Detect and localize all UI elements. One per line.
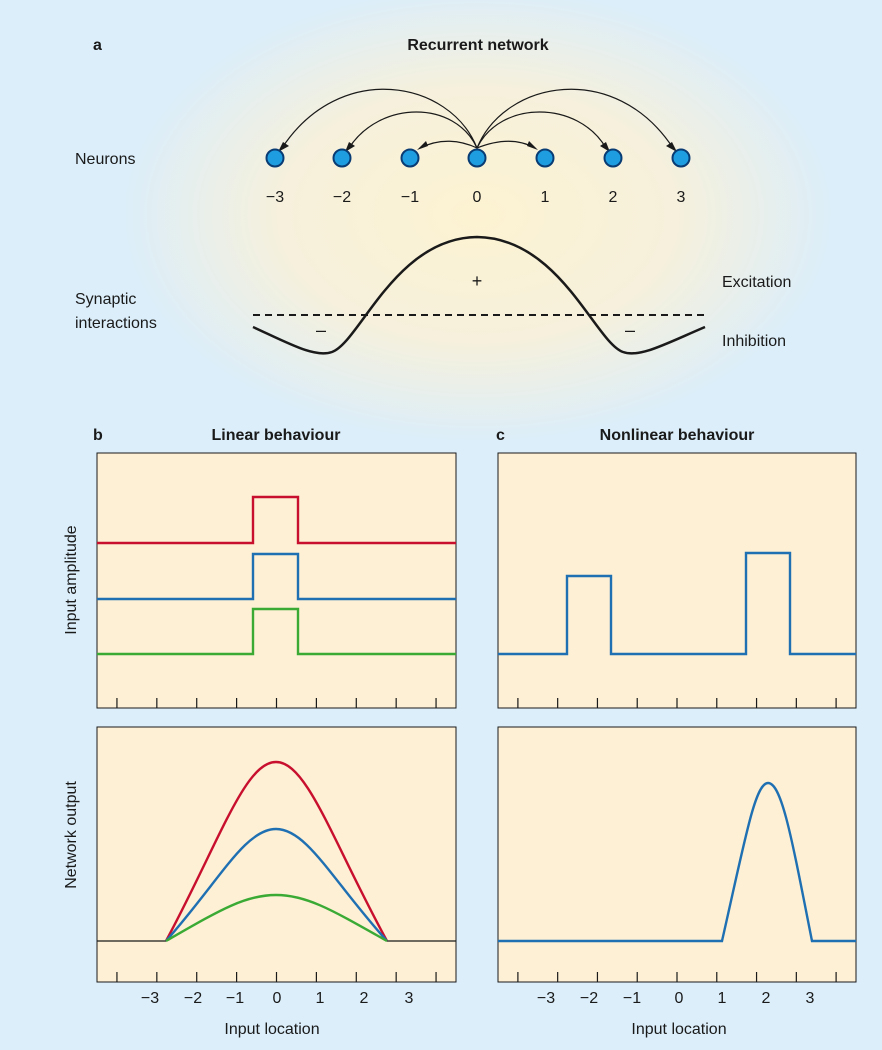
arrowheads bbox=[278, 141, 677, 152]
arrowhead bbox=[600, 142, 610, 152]
synaptic-label-line2: interactions bbox=[75, 315, 157, 332]
panel-c-letter: c bbox=[496, 427, 505, 444]
output-series-red bbox=[164, 760, 389, 942]
panel-b-xlabel: Input location bbox=[224, 1021, 319, 1038]
x-tick-label: 0 bbox=[273, 990, 282, 1007]
x-tick-label: −2 bbox=[580, 990, 598, 1007]
panel-c-xlabel: Input location bbox=[631, 1021, 726, 1038]
neuron-index-label: 0 bbox=[473, 189, 482, 206]
neuron-index-label: 1 bbox=[541, 189, 550, 206]
neuron-dot bbox=[332, 148, 352, 168]
input-series-two-bumps bbox=[498, 551, 856, 656]
neuron-index-label: −1 bbox=[401, 189, 419, 206]
neuron-dot bbox=[265, 148, 285, 168]
panel-c-tick-labels: −3 −2 −1 0 1 2 3 bbox=[537, 990, 815, 1007]
plot-frame-b-bottom bbox=[96, 726, 457, 983]
x-tick-label: −2 bbox=[184, 990, 202, 1007]
neuron-index-label: −3 bbox=[266, 189, 284, 206]
x-tick-label: 3 bbox=[806, 990, 815, 1007]
plot-frames bbox=[96, 452, 857, 983]
output-series-single-peak bbox=[498, 781, 856, 943]
tick-marks bbox=[116, 698, 837, 982]
arrowhead bbox=[278, 142, 289, 152]
panel-b-top-series bbox=[97, 495, 456, 656]
x-tick-label: −1 bbox=[226, 990, 244, 1007]
neuron-dot bbox=[467, 148, 487, 168]
arrowhead bbox=[527, 141, 538, 150]
x-tick-label: 1 bbox=[316, 990, 325, 1007]
connection-arrow bbox=[476, 111, 607, 149]
x-tick-label: −1 bbox=[623, 990, 641, 1007]
excitation-label: Excitation bbox=[722, 274, 791, 291]
panel-b-bottom-series bbox=[164, 760, 389, 943]
x-tick-label: 1 bbox=[718, 990, 727, 1007]
x-tick-label: −3 bbox=[141, 990, 159, 1007]
output-series-green bbox=[165, 893, 388, 943]
panel-b-letter: b bbox=[93, 427, 103, 444]
neuron-dot bbox=[400, 148, 420, 168]
inhibition-minus-left: – bbox=[316, 320, 326, 340]
x-tick-label: −3 bbox=[537, 990, 555, 1007]
synaptic-interaction-curve bbox=[252, 235, 706, 355]
output-series-blue bbox=[165, 827, 388, 942]
input-amplitude-ylabel: Input amplitude bbox=[63, 525, 80, 635]
neuron-dot bbox=[535, 148, 555, 168]
x-tick-label: 3 bbox=[405, 990, 414, 1007]
neurons-label: Neurons bbox=[75, 151, 135, 168]
inhibition-label: Inhibition bbox=[722, 333, 786, 350]
neuron-index-label: −2 bbox=[333, 189, 351, 206]
arrowhead bbox=[345, 142, 355, 152]
panel-a-letter: a bbox=[93, 37, 102, 54]
network-output-ylabel: Network output bbox=[63, 781, 80, 889]
input-series-green bbox=[97, 607, 456, 656]
neuron-dot bbox=[671, 148, 691, 168]
neuron-index-label: 2 bbox=[609, 189, 618, 206]
x-tick-label: 2 bbox=[762, 990, 771, 1007]
plot-frame-b-top bbox=[96, 452, 457, 709]
panel-b-title: Linear behaviour bbox=[212, 427, 341, 444]
input-series-blue bbox=[97, 552, 456, 601]
panel-b-tick-labels: −3 −2 −1 0 1 2 3 bbox=[141, 990, 414, 1007]
x-tick-label: 2 bbox=[360, 990, 369, 1007]
plot-frame-c-top bbox=[497, 452, 857, 709]
synaptic-label-line1: Synaptic bbox=[75, 291, 136, 308]
panel-a-title: Recurrent network bbox=[407, 37, 548, 54]
neuron-index-labels: −3 −2 −1 0 1 2 3 bbox=[266, 189, 686, 206]
inhibition-minus-right: – bbox=[625, 320, 635, 340]
arrowhead bbox=[666, 142, 677, 152]
connection-arrow bbox=[281, 88, 478, 149]
excitation-plus-sign: + bbox=[472, 271, 483, 291]
neuron-index-label: 3 bbox=[677, 189, 686, 206]
x-tick-label: 0 bbox=[675, 990, 684, 1007]
connection-arrow bbox=[476, 88, 674, 149]
arrowhead bbox=[417, 141, 428, 150]
neurons bbox=[265, 148, 691, 168]
panel-c-title: Nonlinear behaviour bbox=[600, 427, 755, 444]
neuron-dot bbox=[603, 148, 623, 168]
panel-a-glow bbox=[118, 0, 838, 445]
plot-frame-c-bottom bbox=[497, 726, 857, 983]
connection-arrow bbox=[348, 111, 478, 149]
input-series-red bbox=[97, 495, 456, 545]
